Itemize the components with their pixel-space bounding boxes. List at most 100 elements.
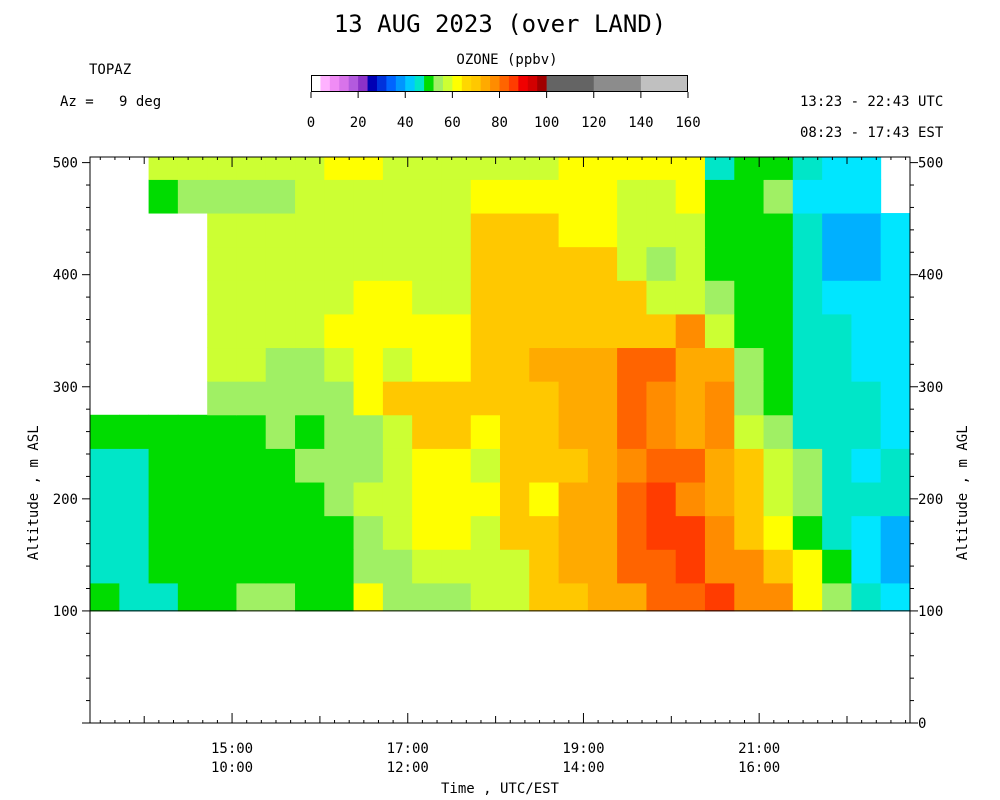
heatmap-cell <box>529 157 560 180</box>
heatmap-cell <box>207 515 237 550</box>
heatmap-cell <box>324 582 355 612</box>
heatmap-cell <box>822 448 852 483</box>
heatmap-cell <box>295 157 325 180</box>
colorbar-bin <box>414 75 425 92</box>
heatmap-cell <box>353 414 384 449</box>
heatmap-cell <box>177 549 208 584</box>
heatmap-cell <box>119 582 150 612</box>
heatmap-cell <box>207 179 237 214</box>
heatmap-cell <box>382 280 413 315</box>
colorbar-bin <box>367 75 378 92</box>
heatmap-cell <box>441 347 472 382</box>
heatmap-cell <box>119 448 150 483</box>
heatmap-cell <box>265 157 296 180</box>
heatmap-cell <box>587 482 618 517</box>
heatmap-cell <box>382 179 413 214</box>
heatmap-cell <box>675 515 706 550</box>
heatmap-cell <box>734 347 765 382</box>
heatmap-cell <box>382 246 413 281</box>
heatmap-cell <box>324 213 355 248</box>
x-tick-label-est: 14:00 <box>562 760 604 776</box>
heatmap-cell <box>558 381 589 416</box>
heatmap-cell <box>704 482 735 517</box>
colorbar-bin <box>395 75 406 92</box>
heatmap-cell <box>851 246 882 281</box>
heatmap-cell <box>265 448 296 483</box>
heatmap-cell <box>880 549 911 584</box>
colorbar-bin <box>311 75 321 92</box>
heatmap-cell <box>382 448 413 483</box>
x-axis-title: Time , UTC/EST <box>441 781 560 797</box>
heatmap-cell <box>617 582 647 612</box>
heatmap-cell <box>324 313 355 349</box>
heatmap-cell <box>646 213 677 248</box>
colorbar-bin <box>617 75 642 92</box>
heatmap-cell <box>119 414 150 449</box>
heatmap-cell <box>265 381 296 416</box>
heatmap-cell <box>207 313 237 349</box>
heatmap-cell <box>529 448 560 483</box>
heatmap-cell <box>353 381 384 416</box>
heatmap-cell <box>851 179 882 214</box>
heatmap-cell <box>382 213 413 248</box>
heatmap-cell <box>412 482 442 517</box>
heatmap-cell <box>675 246 706 281</box>
heatmap-cell <box>529 381 560 416</box>
heatmap-cell <box>148 482 179 517</box>
x-tick-label-utc: 17:00 <box>387 741 429 757</box>
heatmap-cell <box>617 179 647 214</box>
heatmap-cell <box>353 549 384 584</box>
heatmap-cell <box>207 448 237 483</box>
heatmap-cell <box>441 381 472 416</box>
colorbar-tick-label: 120 <box>581 115 606 131</box>
heatmap-cell <box>324 515 355 550</box>
heatmap-cell <box>675 347 706 382</box>
heatmap-cell <box>324 157 355 180</box>
heatmap-cell <box>295 515 325 550</box>
heatmap-cell <box>587 246 618 281</box>
heatmap-cell <box>265 246 296 281</box>
heatmap-cell <box>675 157 706 180</box>
heatmap-cell <box>119 482 150 517</box>
heatmap-cell <box>529 515 560 550</box>
colorbar-tick-label: 80 <box>491 115 508 131</box>
colorbar-frame <box>311 75 688 92</box>
heatmap-cell <box>558 414 589 449</box>
heatmap-cell <box>851 280 882 315</box>
heatmap-cell <box>558 280 589 315</box>
heatmap-cell <box>177 582 208 612</box>
heatmap-cell <box>734 515 765 550</box>
heatmap-cell <box>412 280 442 315</box>
heatmap-cell <box>558 549 589 584</box>
y-tick-label-right: 500 <box>918 156 943 172</box>
heatmap-cell <box>412 213 442 248</box>
heatmap-cell <box>734 482 765 517</box>
colorbar-bin <box>329 75 340 92</box>
heatmap-cell <box>587 347 618 382</box>
heatmap-cell <box>734 549 765 584</box>
heatmap-cell <box>763 582 794 612</box>
heatmap-cell <box>148 179 179 214</box>
est-time-range: 08:23 - 17:43 EST <box>800 125 944 141</box>
heatmap-cell <box>353 157 384 180</box>
heatmap-cell <box>617 381 647 416</box>
heatmap-cell <box>851 313 882 349</box>
heatmap-cell <box>177 414 208 449</box>
heatmap-cell <box>822 280 852 315</box>
heatmap-cell <box>207 157 237 180</box>
heatmap-cell <box>529 582 560 612</box>
y-tick-label-left: 200 <box>53 492 78 508</box>
heatmap-cell <box>792 582 823 612</box>
heatmap-cell <box>265 213 296 248</box>
x-tick-label-est: 10:00 <box>211 760 253 776</box>
heatmap-cell <box>880 582 911 612</box>
heatmap-cell <box>558 347 589 382</box>
heatmap-cell <box>529 414 560 449</box>
heatmap-cell <box>880 448 911 483</box>
heatmap-cell <box>236 414 267 449</box>
heatmap-cell <box>617 213 647 248</box>
heatmap-cell <box>500 347 530 382</box>
heatmap-cell <box>734 280 765 315</box>
heatmap-cell <box>207 582 237 612</box>
heatmap-cell <box>441 549 472 584</box>
